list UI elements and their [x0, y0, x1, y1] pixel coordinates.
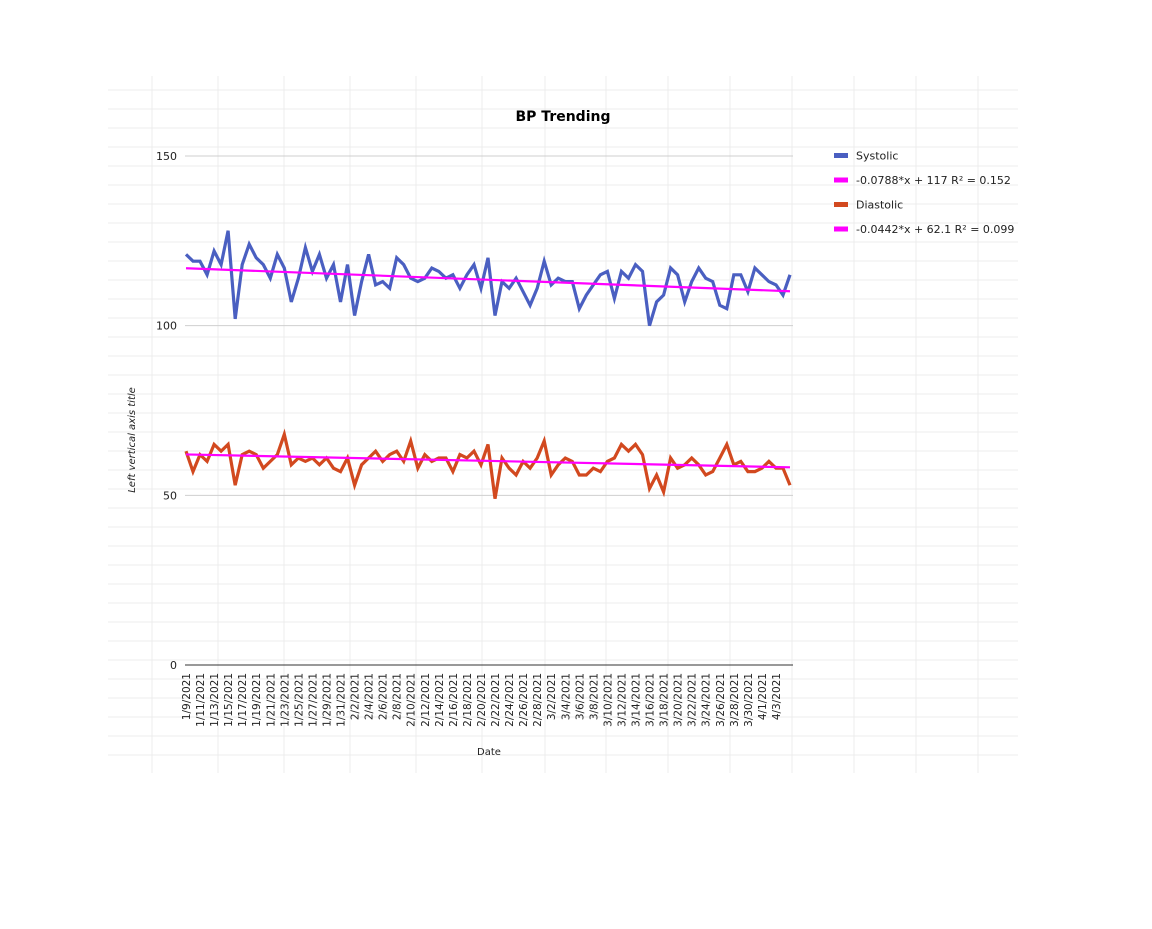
x-tick-label: 3/30/2021 [743, 673, 755, 727]
legend-swatch-trend-systolic [834, 177, 848, 183]
x-tick-label: 2/8/2021 [392, 673, 404, 720]
x-tick-label: 2/6/2021 [378, 673, 390, 720]
series-line-diastolic [184, 428, 792, 499]
x-axis-title: Date [477, 747, 501, 758]
x-tick-label: 4/3/2021 [771, 673, 783, 720]
x-tick-label: 1/21/2021 [265, 673, 277, 727]
legend-swatch-systolic [834, 153, 848, 158]
x-tick-label: 1/19/2021 [251, 673, 263, 727]
x-tick-label: 3/10/2021 [602, 673, 614, 727]
legend-label-trend-diastolic[interactable]: -0.0442*x + 62.1 R² = 0.099 [856, 223, 1014, 236]
x-tick-label: 2/28/2021 [532, 673, 544, 727]
x-tick-label: 2/14/2021 [434, 673, 446, 727]
x-tick-label: 4/1/2021 [757, 673, 769, 720]
x-tick-label: 3/18/2021 [659, 673, 671, 727]
x-tick-label: 1/15/2021 [223, 673, 235, 727]
x-tick-label: 2/12/2021 [420, 673, 432, 727]
y-tick-label: 150 [156, 150, 177, 163]
legend-swatch-diastolic [834, 202, 848, 207]
x-tick-label: 3/4/2021 [560, 673, 572, 720]
y-axis-ticks: 0 50 100 150 [156, 150, 177, 672]
x-tick-label: 1/25/2021 [293, 673, 305, 727]
y-axis-title: Left vertical axis title [127, 387, 138, 493]
x-tick-label: 2/16/2021 [448, 673, 460, 727]
x-tick-label: 3/12/2021 [616, 673, 628, 727]
y-tick-label: 100 [156, 320, 177, 333]
x-tick-label: 1/27/2021 [307, 673, 319, 727]
y-gridlines [185, 155, 793, 496]
x-tick-label: 3/2/2021 [546, 673, 558, 720]
x-tick-label: 1/29/2021 [321, 673, 333, 727]
x-tick-label: 1/17/2021 [237, 673, 249, 727]
x-tick-label: 2/26/2021 [518, 673, 530, 727]
x-tick-label: 3/26/2021 [715, 673, 727, 727]
x-tick-label: 3/6/2021 [574, 673, 586, 720]
x-tick-label: 2/10/2021 [406, 673, 418, 727]
y-tick-label: 0 [170, 659, 177, 672]
x-tick-label: 2/22/2021 [490, 673, 502, 727]
x-tick-label: 1/11/2021 [195, 673, 207, 727]
trendline-systolic [185, 267, 791, 293]
x-tick-label: 3/24/2021 [701, 673, 713, 727]
x-tick-label: 2/18/2021 [462, 673, 474, 727]
x-tick-label: 3/16/2021 [645, 673, 657, 727]
trendline-layer [185, 267, 791, 469]
x-tick-label: 1/13/2021 [209, 673, 221, 727]
x-axis-ticks: 1/9/2021 1/11/2021 1/13/2021 1/15/2021 1/17/… [181, 673, 783, 727]
trendline-diastolic [185, 453, 791, 469]
y-tick-label: 50 [163, 489, 177, 502]
x-tick-label: 2/4/2021 [364, 673, 376, 720]
x-tick-label: 3/28/2021 [729, 673, 741, 727]
legend-swatch-trend-diastolic [834, 226, 848, 232]
x-tick-label: 3/20/2021 [673, 673, 685, 727]
x-tick-label: 3/14/2021 [630, 673, 642, 727]
x-tick-label: 1/31/2021 [336, 673, 348, 727]
x-tick-label: 3/22/2021 [687, 673, 699, 727]
x-tick-label: 1/9/2021 [181, 673, 193, 720]
legend-label-trend-systolic[interactable]: -0.0788*x + 117 R² = 0.152 [856, 174, 1011, 187]
series-line-systolic [184, 230, 792, 327]
legend-label-systolic[interactable]: Systolic [856, 150, 898, 163]
legend-label-diastolic[interactable]: Diastolic [856, 199, 903, 212]
x-tick-label: 3/8/2021 [588, 673, 600, 720]
x-tick-label: 2/24/2021 [504, 673, 516, 727]
x-tick-label: 2/20/2021 [476, 673, 488, 727]
x-tick-label: 2/2/2021 [350, 673, 362, 720]
chart-title: BP Trending [516, 109, 611, 125]
x-tick-label: 1/23/2021 [279, 673, 291, 727]
legend[interactable]: Systolic -0.0788*x + 117 R² = 0.152 Diasto… [834, 150, 1014, 237]
